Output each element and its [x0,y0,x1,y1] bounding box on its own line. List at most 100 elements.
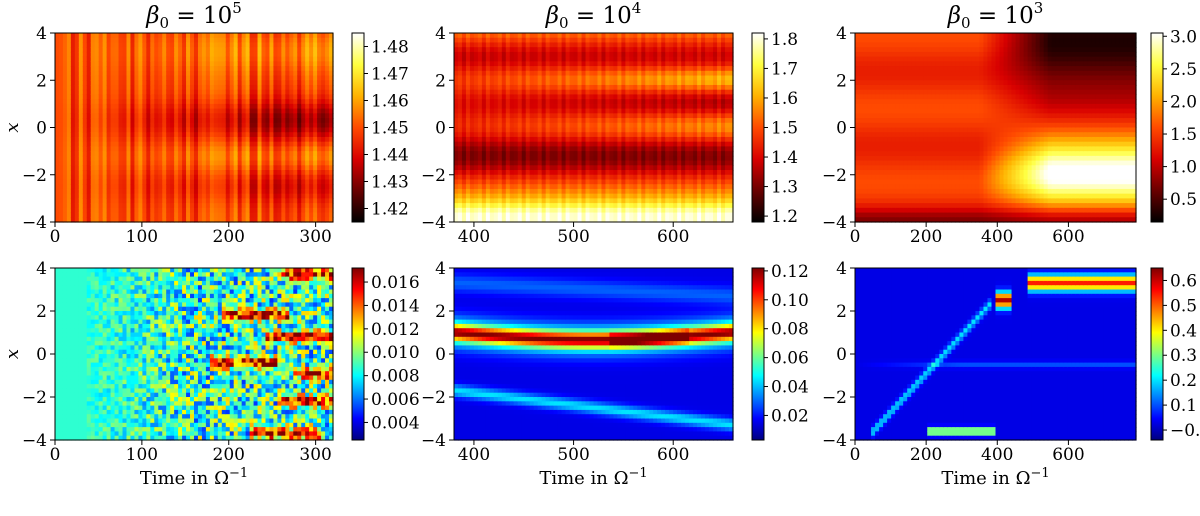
heatmap-cell [605,122,611,129]
heatmap-cell [537,193,543,199]
heatmap-cell [257,141,263,147]
heatmap-cell [194,151,199,157]
heatmap-cell [617,113,622,119]
heatmap-cell [601,66,607,72]
heatmap-cell [549,198,555,204]
heatmap-cell [521,75,527,81]
heatmap-cell [505,122,511,129]
heatmap-cell [297,170,302,176]
heatmap-cell [261,99,267,105]
heatmap-cell [597,203,603,209]
heatmap-cell [613,141,619,147]
heatmap-cell [565,151,571,157]
heatmap-cell [197,94,203,100]
heatmap-cell [174,174,179,181]
heatmap-cell [66,155,72,162]
heatmap-cell [58,217,64,223]
heatmap-cell [94,33,100,39]
heatmap-cell [269,61,275,67]
heatmap-cell [62,160,68,166]
heatmap-cell [653,146,658,152]
heatmap-cell [313,103,318,110]
heatmap-cell [577,193,583,199]
heatmap-cell [174,108,179,114]
heatmap-cell [146,103,151,110]
heatmap-cell [138,174,143,181]
heatmap-cell [209,37,215,44]
heatmap-cell [70,127,76,133]
heatmap-cell [201,188,207,195]
heatmap-cell [106,136,112,143]
heatmap-cell [122,56,128,62]
heatmap-cell [225,155,231,162]
heatmap-cell [285,207,290,214]
heatmap-cell [533,127,539,133]
heatmap-cell [573,165,579,171]
heatmap-cell [205,122,211,129]
heatmap-cell [122,136,128,143]
heatmap-cell [581,207,587,214]
heatmap-cell [573,207,579,214]
heatmap-cell [557,146,563,152]
heatmap-cell [481,103,487,110]
heatmap-cell [485,165,491,171]
heatmap-cell [182,61,187,67]
heatmap-cell [273,47,278,53]
heatmap-cell [158,113,163,119]
heatmap-cell [653,151,658,157]
heatmap-cell [94,56,100,62]
heatmap-cell [649,188,654,195]
heatmap-cell [533,188,539,195]
heatmap-cell [194,56,199,62]
heatmap-cell [513,94,519,100]
heatmap-cell [593,217,599,223]
heatmap-cell [457,141,463,147]
heatmap-cell [633,179,638,185]
heatmap-cell [597,122,603,129]
heatmap-cell [301,118,306,124]
heatmap-cell [269,132,275,138]
heatmap-cell [106,203,112,209]
heatmap-cell [509,103,515,110]
heatmap-cell [253,89,259,96]
heatmap-cell [465,70,471,77]
heatmap-cell [94,113,100,119]
heatmap-cell [641,155,646,162]
heatmap-cell [553,89,559,96]
heatmap-cell [329,103,334,110]
heatmap-cell [489,122,495,129]
heatmap-cell [641,47,646,53]
heatmap-cell [205,42,211,48]
heatmap-cell [645,89,650,96]
heatmap-cell [457,70,463,77]
heatmap-cell [114,94,120,100]
heatmap-cell [313,217,318,223]
heatmap-cell [561,84,567,91]
heatmap-cell [233,75,239,81]
heatmap-cell [269,203,275,209]
heatmap-cell [277,33,282,39]
heatmap-cell [86,70,92,77]
heatmap-cell [517,132,523,138]
heatmap-cell [130,94,136,100]
heatmap-cell [533,160,539,166]
heatmap-cell [297,61,302,67]
heatmap-cell [86,75,92,81]
heatmap-cell [305,66,310,72]
heatmap-cell [98,160,104,166]
heatmap-cell [277,37,282,44]
heatmap-cell [158,118,163,124]
heatmap-cell [469,151,475,157]
heatmap-cell [122,188,128,195]
heatmap-cell [186,203,191,209]
heatmap-cell [86,61,92,67]
heatmap-cell [473,127,479,133]
heatmap-cell [114,51,120,58]
heatmap-cell [166,132,171,138]
heatmap-cell [537,47,543,53]
heatmap-cell [209,75,215,81]
heatmap-cell [325,70,330,77]
heatmap-cell [629,42,634,48]
heatmap-cell [317,47,322,53]
heatmap-cell [118,170,124,176]
